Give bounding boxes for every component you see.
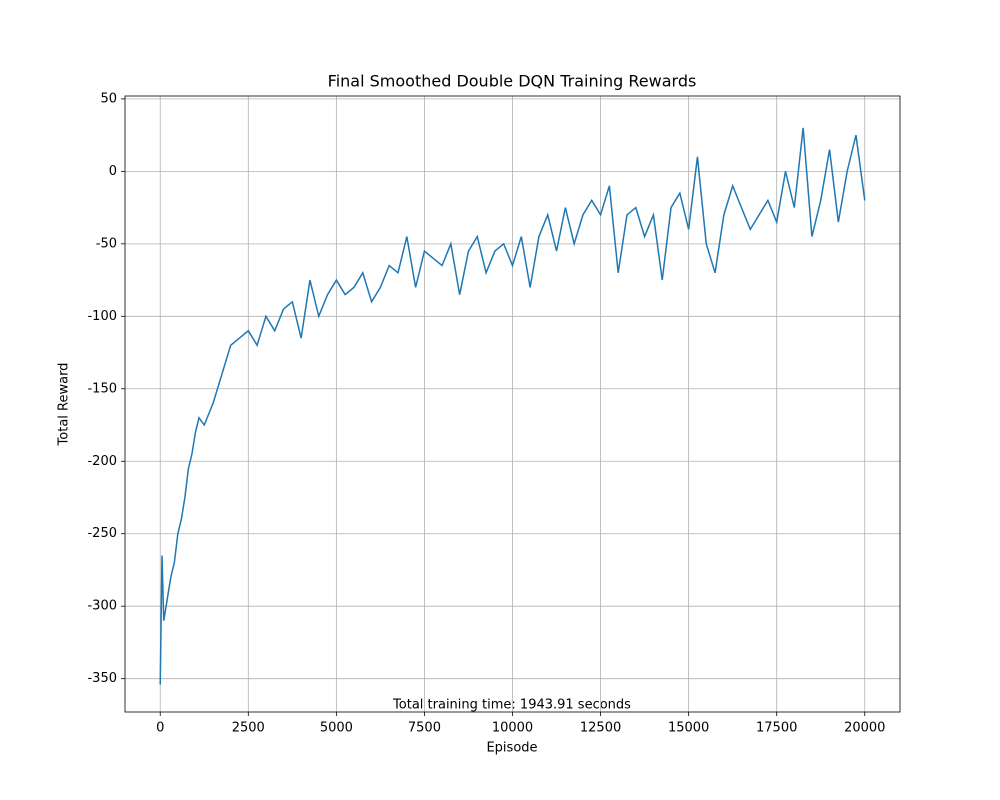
chart-title: Final Smoothed Double DQN Training Rewar… <box>328 72 697 91</box>
data-line <box>159 127 866 685</box>
x-tick-label: 15000 <box>668 721 709 736</box>
y-axis-label: Total Reward <box>57 363 72 447</box>
y-tick-label: -200 <box>87 454 117 469</box>
annotation: Total training time: 1943.91 seconds <box>392 698 631 713</box>
x-tick-label: 7500 <box>408 721 441 736</box>
x-tick-label: 10000 <box>492 721 533 736</box>
x-tick-label: 0 <box>156 721 164 736</box>
plot-frame <box>124 95 901 713</box>
x-tick-label: 5000 <box>320 721 353 736</box>
x-tick-label: 17500 <box>756 721 797 736</box>
y-tick-label: 0 <box>109 164 117 179</box>
y-tick-label: -150 <box>87 381 117 396</box>
y-tick-label: -350 <box>87 671 117 686</box>
x-axis-label: Episode <box>486 741 537 756</box>
x-tick-label: 20000 <box>844 721 885 736</box>
x-tick-label: 2500 <box>232 721 265 736</box>
y-tick-label: -50 <box>96 236 117 251</box>
x-tick-label: 12500 <box>580 721 621 736</box>
y-tick-label: -300 <box>87 599 117 614</box>
y-tick-label: 50 <box>100 91 117 106</box>
y-tick-label: -250 <box>87 526 117 541</box>
y-tick-label: -100 <box>87 309 117 324</box>
